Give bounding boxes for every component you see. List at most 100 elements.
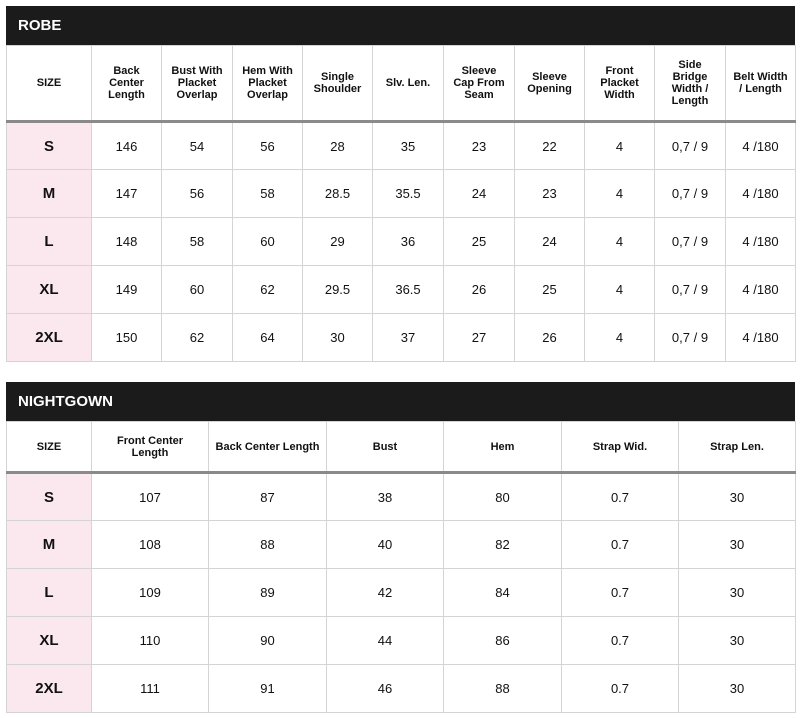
measurement: 24 [443, 169, 515, 218]
measurement: 0,7 / 9 [654, 265, 726, 314]
measurement: 146 [91, 121, 162, 170]
measurement: 0,7 / 9 [654, 217, 726, 266]
size-label: 2XL [6, 664, 92, 713]
measurement: 4 /180 [725, 217, 796, 266]
measurement: 62 [161, 313, 233, 362]
measurement: 54 [161, 121, 233, 170]
header-line: Strap Wid. [592, 440, 648, 453]
header-line: Cap From [453, 77, 505, 89]
measurement: 60 [232, 217, 303, 266]
measurement: 64 [232, 313, 303, 362]
column-header: Bust With Placket Overlap [161, 45, 233, 123]
measurement: 88 [443, 664, 562, 713]
measurement: 30 [678, 664, 796, 713]
column-header: Side Bridge Width / Length [654, 45, 726, 123]
column-header: Bust [326, 421, 444, 474]
measurement: 86 [443, 616, 562, 665]
measurement: 0,7 / 9 [654, 121, 726, 170]
size-label: S [6, 472, 92, 521]
measurement: 91 [208, 664, 327, 713]
measurement: 84 [443, 568, 562, 617]
header-line: Placket [600, 77, 639, 89]
size-label: L [6, 217, 92, 266]
column-header: Front Placket Width [584, 45, 655, 123]
measurement: 0,7 / 9 [654, 169, 726, 218]
measurement: 22 [514, 121, 585, 170]
measurement: 26 [514, 313, 585, 362]
column-header: Belt Width / Length [725, 45, 796, 123]
measurement: 42 [326, 568, 444, 617]
measurement: 24 [514, 217, 585, 266]
measurement: 62 [232, 265, 303, 314]
data-row: M 108 88 40 82 0.7 30 [6, 520, 796, 569]
size-label: L [6, 568, 92, 617]
column-header: Sleeve Opening [514, 45, 585, 123]
header-line: Single [320, 71, 354, 83]
header-line: Center [109, 77, 144, 89]
header-line: Opening [527, 83, 572, 95]
header-line: Length [671, 95, 709, 107]
header-row: SIZE Back Center Length Bust With Placket Over… [6, 45, 796, 123]
measurement: 4 [584, 217, 655, 266]
measurement: 56 [161, 169, 233, 218]
column-header: Strap Wid. [561, 421, 679, 474]
measurement: 4 /180 [725, 313, 796, 362]
measurement: 0.7 [561, 520, 679, 569]
measurement: 82 [443, 520, 562, 569]
measurement: 4 [584, 121, 655, 170]
data-row: S 107 87 38 80 0.7 30 [6, 472, 796, 521]
header-line: Back [113, 65, 140, 77]
header-line: Bust [372, 440, 398, 453]
header-line: Bridge [672, 71, 708, 83]
size-table-section: ROBE SIZE Back Center Length Bust With Placket… [6, 6, 796, 362]
measurement: 0.7 [561, 664, 679, 713]
measurement: 107 [91, 472, 209, 521]
measurement: 36 [372, 217, 444, 266]
measurement: 40 [326, 520, 444, 569]
measurement: 4 [584, 313, 655, 362]
header-line: Length [108, 89, 145, 101]
measurement: 30 [678, 568, 796, 617]
measurement: 0.7 [561, 616, 679, 665]
measurement: 35.5 [372, 169, 444, 218]
header-line: Front [605, 65, 634, 77]
measurement: 90 [208, 616, 327, 665]
header-line: Length [131, 446, 169, 459]
header-line: Back Center Length [215, 440, 320, 453]
size-label: M [6, 520, 92, 569]
measurement: 88 [208, 520, 327, 569]
column-header: Strap Len. [678, 421, 796, 474]
header-line: Slv. Len. [385, 77, 431, 89]
header-row: SIZE Front Center Length Back Center Length… [6, 421, 796, 474]
data-row: L 109 89 42 84 0.7 30 [6, 568, 796, 617]
measurement: 28.5 [302, 169, 373, 218]
header-line: Belt Width [733, 71, 788, 83]
header-line: Hem [490, 440, 515, 453]
measurement: 150 [91, 313, 162, 362]
header-line: Overlap [247, 89, 288, 101]
measurement: 35 [372, 121, 444, 170]
header-line: Side [678, 59, 702, 71]
table-title: ROBE [6, 6, 795, 45]
measurement: 30 [678, 520, 796, 569]
header-line: SIZE [36, 77, 62, 89]
measurement: 56 [232, 121, 303, 170]
measurement: 46 [326, 664, 444, 713]
column-header: Sleeve Cap From Seam [443, 45, 515, 123]
measurement: 111 [91, 664, 209, 713]
size-label: M [6, 169, 92, 218]
measurement: 37 [372, 313, 444, 362]
measurement: 30 [678, 616, 796, 665]
measurement: 110 [91, 616, 209, 665]
column-header: Back Center Length [91, 45, 162, 123]
column-header: Front Center Length [91, 421, 209, 474]
measurement: 4 /180 [725, 265, 796, 314]
header-line: Seam [464, 89, 494, 101]
column-header: Single Shoulder [302, 45, 373, 123]
header-line: Front Center [117, 434, 183, 447]
size-table: SIZE Back Center Length Bust With Placket Over… [6, 45, 796, 362]
size-table-section: NIGHTGOWN SIZE Front Center Length Back Cent… [6, 382, 796, 713]
